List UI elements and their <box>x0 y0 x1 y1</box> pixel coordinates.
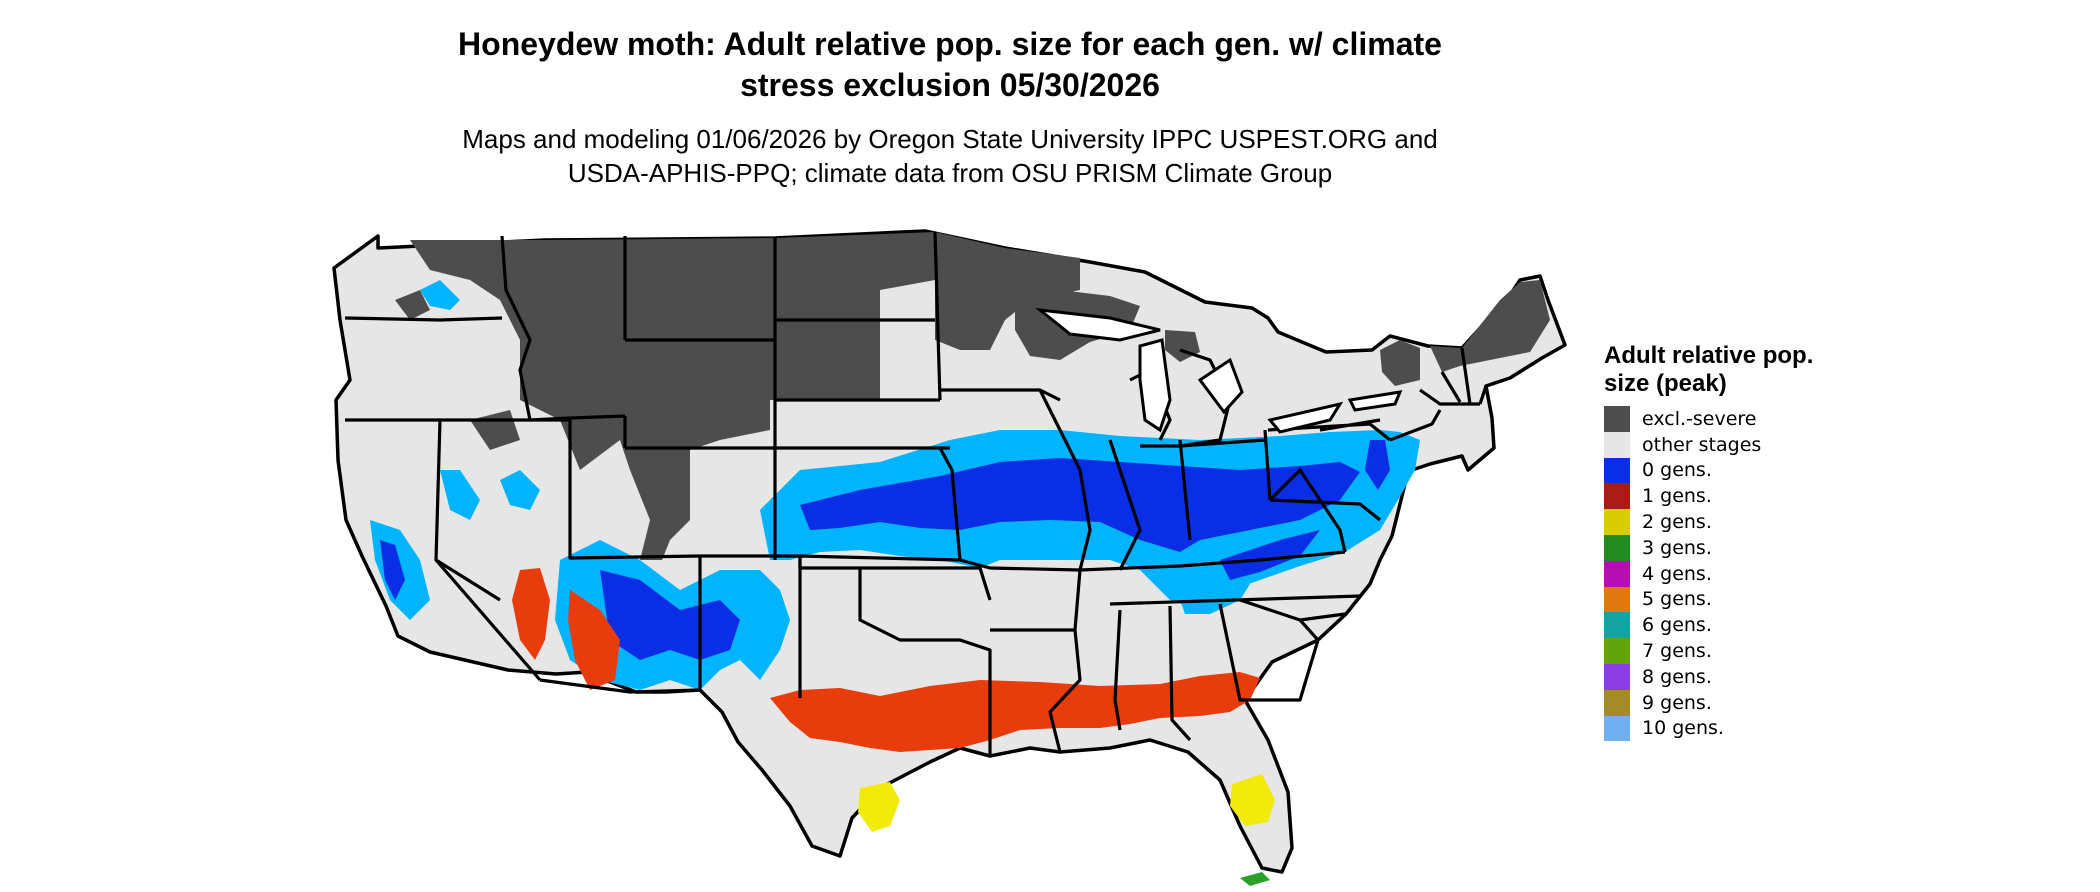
title-line-2: stress exclusion 05/30/2026 <box>740 67 1160 103</box>
legend-swatch <box>1604 457 1630 484</box>
legend-item: 2 gens. <box>1604 509 1824 535</box>
legend-swatch <box>1604 483 1630 510</box>
legend-label: 5 gens. <box>1642 588 1712 611</box>
legend-swatch <box>1604 406 1630 432</box>
legend-item: 10 gens. <box>1604 715 1824 742</box>
legend-label: excl.-severe <box>1642 407 1757 430</box>
legend-swatch <box>1604 663 1630 690</box>
map-title: Honeydew moth: Adult relative pop. size … <box>400 24 1500 106</box>
legend-items: excl.-severe other stages 0 gens. 1 gens. 2 … <box>1604 406 1824 742</box>
two-gens-yellow-regions <box>858 774 1275 832</box>
legend-item: 8 gens. <box>1604 663 1824 690</box>
legend-swatch <box>1604 638 1630 664</box>
great-lakes <box>1034 307 1403 434</box>
legend-item: excl.-severe <box>1604 406 1824 432</box>
legend-label: 1 gens. <box>1642 485 1712 508</box>
legend-item: 1 gens. <box>1604 483 1824 510</box>
legend-label: 8 gens. <box>1642 665 1712 688</box>
legend-item: 6 gens. <box>1604 612 1824 639</box>
legend-swatch <box>1604 715 1630 742</box>
legend-item: 9 gens. <box>1604 689 1824 716</box>
three-gens-green-region <box>1240 872 1270 886</box>
legend-label: other stages <box>1642 433 1762 456</box>
subtitle-line-2: USDA-APHIS-PPQ; climate data from OSU PR… <box>567 158 1333 188</box>
legend-item: 4 gens. <box>1604 560 1824 587</box>
legend-item: other stages <box>1604 431 1824 458</box>
legend-swatch <box>1604 612 1630 639</box>
legend-item: 5 gens. <box>1604 586 1824 613</box>
legend-swatch <box>1604 534 1630 561</box>
map-subtitle: Maps and modeling 01/06/2026 by Oregon S… <box>400 122 1500 190</box>
legend-label: 3 gens. <box>1642 536 1712 559</box>
legend-swatch <box>1604 431 1630 458</box>
legend-swatch <box>1604 586 1630 613</box>
zero-gens-dark-blue-regions <box>380 440 1390 660</box>
legend-title: Adult relative pop. size (peak) <box>1604 342 1814 397</box>
legend-label: 7 gens. <box>1642 640 1712 663</box>
legend-swatch <box>1604 689 1630 716</box>
subtitle-line-1: Maps and modeling 01/06/2026 by Oregon S… <box>462 124 1438 154</box>
title-line-1: Honeydew moth: Adult relative pop. size … <box>458 26 1442 62</box>
legend-item: 3 gens. <box>1604 534 1824 561</box>
legend-swatch <box>1604 509 1630 535</box>
legend-label: 0 gens. <box>1642 459 1712 482</box>
legend: Adult relative pop. size (peak) excl.-se… <box>1604 342 1824 742</box>
legend-item: 7 gens. <box>1604 638 1824 664</box>
legend-item: 0 gens. <box>1604 457 1824 484</box>
legend-label: 6 gens. <box>1642 614 1712 637</box>
legend-label: 10 gens. <box>1642 717 1724 740</box>
legend-label: 9 gens. <box>1642 691 1712 714</box>
legend-label: 2 gens. <box>1642 511 1712 534</box>
legend-label: 4 gens. <box>1642 562 1712 585</box>
one-gens-red-orange-regions <box>512 568 1260 752</box>
legend-swatch <box>1604 560 1630 587</box>
